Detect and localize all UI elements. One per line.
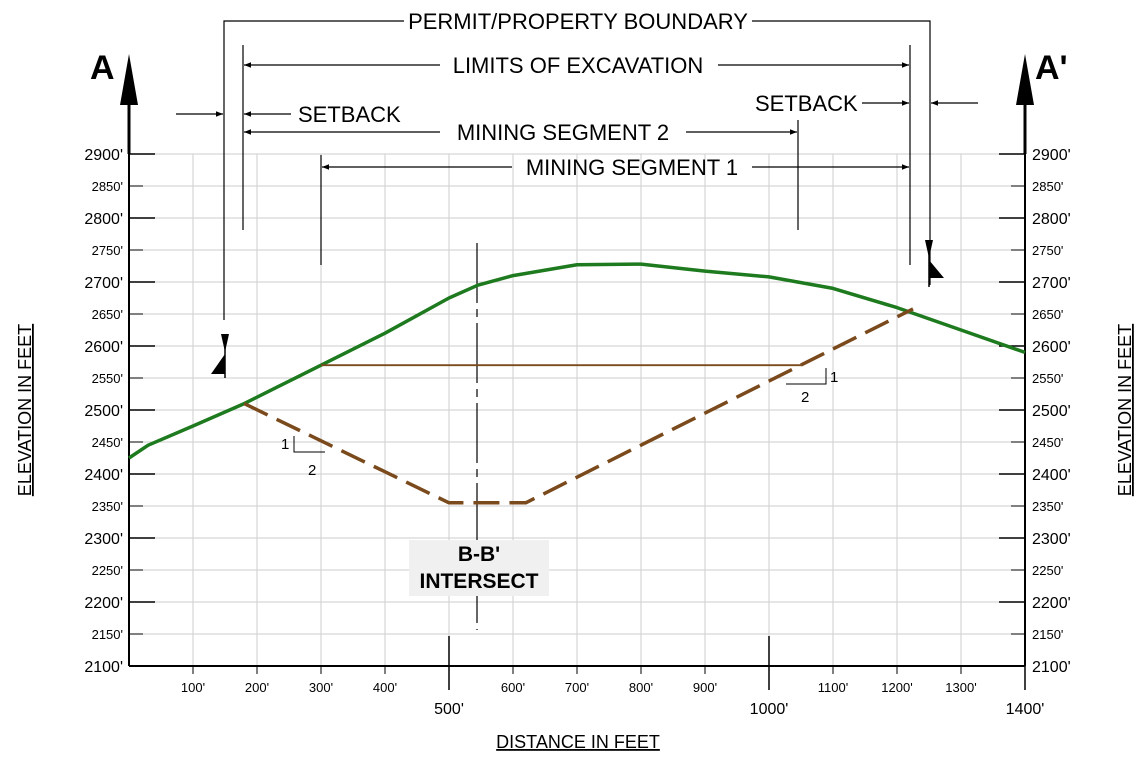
x-tick-label: 600' [501,680,525,695]
x-tick-label: 800' [629,680,653,695]
permit-boundary-label: PERMIT/PROPERTY BOUNDARY [408,9,748,34]
y-tick-label-left: 2900' [84,147,123,164]
mining-segment-2-label: MINING SEGMENT 2 [457,120,669,145]
y-tick-label-right: 2200' [1032,595,1071,612]
x-major-tick-label: 1400' [1006,701,1045,718]
permit-boundary-line-right [752,20,931,285]
y-tick-label-right: 2700' [1032,275,1071,292]
intersect-label-line1: B-B' [458,543,500,566]
x-major-tick-label: 500' [434,701,464,718]
x-tick-label: 100' [181,680,205,695]
x-tick-label: 200' [245,680,269,695]
boundary-lines [223,20,931,320]
setback-left-label: SETBACK [298,102,401,127]
x-tick-label: 1200' [881,680,912,695]
y-tick-label-right: 2600' [1032,339,1071,356]
y-tick-label-right: 2350' [1032,499,1063,514]
slope-right-rise: 1 [830,369,838,386]
y-tick-label-right: 2750' [1032,243,1063,258]
y-tick-label-right: 2800' [1032,211,1071,228]
x-tick-label: 400' [373,680,397,695]
grid [129,153,1025,666]
y-tick-label-right: 2650' [1032,307,1063,322]
excavation-bottom-line [243,307,914,505]
x-tick-label: 1300' [945,680,976,695]
y-tick-label-left: 2250' [92,563,123,578]
x-tick-label: 300' [309,680,333,695]
x-tick-label: 1100' [818,680,848,695]
y-tick-label-left: 2650' [92,307,123,322]
x-axis-title: DISTANCE IN FEET [496,732,660,752]
x-tick-label: 700' [565,680,589,695]
y-tick-label-right: 2100' [1032,659,1071,676]
y-axis-title-right: ELEVATION IN FEET [1115,324,1135,496]
intersect-label-box [409,540,549,596]
dimension-arrows [176,62,978,170]
y-axis-title-left: ELEVATION IN FEET [15,324,35,496]
slope-left-run: 2 [308,462,316,479]
y-tick-label-left: 2750' [92,243,123,258]
flag-marker-right [925,240,944,287]
slope-right-run: 2 [801,389,809,406]
y-tick-label-right: 2250' [1032,563,1063,578]
y-tick-label-left: 2800' [84,211,123,228]
section-label-right: A' [1035,49,1068,87]
y-tick-label-right: 2400' [1032,467,1071,484]
y-tick-label-left: 2500' [84,403,123,420]
y-tick-label-left: 2850' [92,179,123,194]
flag-marker-left [211,334,229,378]
section-arrow-right [1016,54,1034,154]
slope-indicator-right [786,368,827,385]
y-tick-label-left: 2100' [84,659,123,676]
slope-indicator-left [293,436,325,453]
y-tick-label-left: 2300' [84,531,123,548]
y-tick-label-left: 2550' [92,371,123,386]
x-tick-label: 900' [693,680,717,695]
y-tick-label-left: 2450' [92,435,123,450]
setback-right-label: SETBACK [755,91,858,116]
y-tick-label-right: 2850' [1032,179,1063,194]
y-tick-label-right: 2150' [1032,627,1063,642]
y-tick-label-left: 2350' [92,499,123,514]
ground-surface-line [128,262,1026,460]
y-tick-label-right: 2900' [1032,147,1071,164]
y-tick-label-right: 2300' [1032,531,1071,548]
y-tick-label-right: 2550' [1032,371,1063,386]
y-tick-label-right: 2500' [1032,403,1071,420]
y-tick-label-left: 2400' [84,467,123,484]
section-arrow-left [120,54,138,154]
y-tick-label-left: 2700' [84,275,123,292]
slope-left-rise: 1 [281,436,289,453]
y-tick-label-left: 2200' [84,595,123,612]
y-tick-label-left: 2150' [92,627,123,642]
mining-segment-1-label: MINING SEGMENT 1 [526,155,738,180]
y-tick-label-right: 2450' [1032,435,1063,450]
permit-boundary-line [223,20,404,320]
intersect-label-line2: INTERSECT [419,570,538,593]
section-label-left: A [90,49,115,87]
y-tick-label-left: 2600' [84,339,123,356]
profile-series [128,262,1026,505]
tick-labels: 100' 200' 300' 400' 600' 700' 800' 900' 1100' 120… [84,147,1070,718]
limits-excavation-label: LIMITS OF EXCAVATION [453,53,704,78]
x-major-tick-label: 1000' [750,701,789,718]
